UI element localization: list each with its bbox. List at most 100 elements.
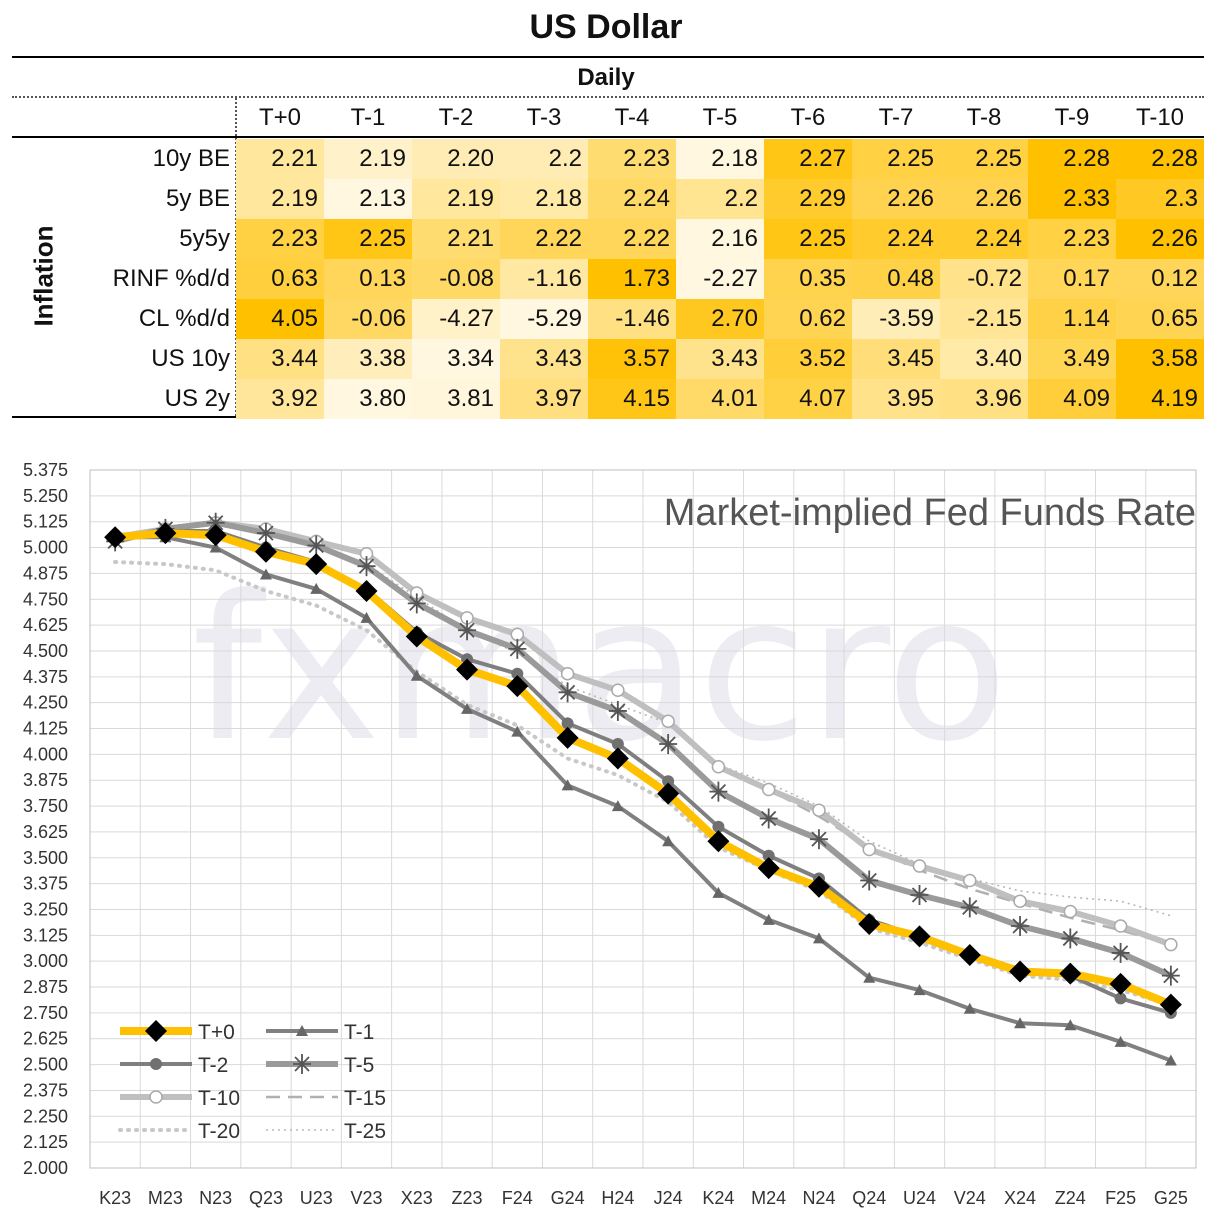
y-tick-label: 2.500 <box>23 1055 68 1075</box>
x-tick-label: Z24 <box>1055 1188 1086 1208</box>
data-point <box>310 582 323 594</box>
data-point <box>256 523 275 544</box>
data-point <box>209 541 222 553</box>
y-tick-label: 4.250 <box>23 693 68 713</box>
y-tick-label: 4.125 <box>23 719 68 739</box>
inflation-side-label: Inflation <box>28 225 59 327</box>
table-top-rule <box>12 56 1204 58</box>
table-cell: 2.28 <box>1116 139 1204 179</box>
table-cell: 3.34 <box>412 339 500 379</box>
x-tick-label: Q23 <box>249 1188 283 1208</box>
data-point <box>1159 993 1182 1016</box>
table-cell: 2.22 <box>588 219 676 259</box>
column-header: T-4 <box>614 104 650 131</box>
data-point <box>461 702 474 714</box>
series-tplus0 <box>104 522 1182 1016</box>
table-cell: 2.26 <box>852 179 940 219</box>
data-point <box>913 984 926 996</box>
data-point <box>709 781 728 802</box>
data-point <box>145 1020 167 1042</box>
legend-item: T-1 <box>266 1021 374 1044</box>
y-tick-label: 4.375 <box>23 667 68 687</box>
data-point <box>1111 942 1130 963</box>
data-point <box>611 800 624 812</box>
data-point <box>296 1025 308 1036</box>
y-tick-label: 4.875 <box>23 563 68 583</box>
data-point <box>357 556 376 577</box>
data-point <box>1013 894 1027 908</box>
table-cell: 4.19 <box>1116 379 1204 419</box>
y-tick-label: 4.500 <box>23 641 68 661</box>
data-point <box>1164 937 1178 952</box>
row-label: 5y BE <box>165 185 230 212</box>
data-point <box>762 913 775 925</box>
x-tick-label: N24 <box>802 1188 835 1208</box>
data-point <box>506 675 529 698</box>
table-cell: 3.38 <box>324 339 412 379</box>
row-label: 10y BE <box>152 145 230 172</box>
data-point <box>1109 972 1132 995</box>
column-header: T-1 <box>350 104 386 131</box>
table-cell: 3.44 <box>236 339 324 379</box>
column-header: T-8 <box>966 104 1002 131</box>
legend-item: T-10 <box>120 1087 240 1110</box>
data-point <box>960 897 979 918</box>
data-point <box>561 717 574 730</box>
table-cell: 2.26 <box>940 179 1028 219</box>
data-point <box>1114 1035 1127 1047</box>
table-cell: 2.23 <box>588 139 676 179</box>
row-label: US 2y <box>164 385 230 412</box>
column-header: T-3 <box>526 104 562 131</box>
table-cell: 3.45 <box>852 339 940 379</box>
table-cell: 3.43 <box>676 339 764 379</box>
legend-item: T-25 <box>266 1120 386 1143</box>
table-cell: 4.09 <box>1028 379 1116 419</box>
table-cell: 2.18 <box>676 139 764 179</box>
data-point <box>149 1090 163 1104</box>
data-point <box>154 522 177 545</box>
data-point <box>1014 1017 1027 1029</box>
table-cell: 4.07 <box>764 379 852 419</box>
y-tick-label: 2.750 <box>23 1003 68 1023</box>
y-tick-label: 2.625 <box>23 1029 68 1049</box>
data-point <box>405 625 428 648</box>
x-tick-label: G24 <box>551 1188 585 1208</box>
table-cell: 2.24 <box>588 179 676 219</box>
table-cell: 4.05 <box>236 299 324 339</box>
x-tick-label: K23 <box>99 1188 131 1208</box>
table-cell: 0.65 <box>1116 299 1204 339</box>
legend-item: T-15 <box>266 1087 386 1110</box>
table-cell: 2.2 <box>676 179 764 219</box>
column-header: T+0 <box>258 104 302 131</box>
table-cell: 3.95 <box>852 379 940 419</box>
column-header: T-2 <box>438 104 474 131</box>
table-cell: -5.29 <box>500 299 588 339</box>
data-point <box>863 971 876 983</box>
table-cell: 2.3 <box>1116 179 1204 219</box>
table-cell: 2.19 <box>412 179 500 219</box>
data-point <box>711 760 726 774</box>
table-cell: 3.81 <box>412 379 500 419</box>
data-point <box>293 1054 311 1074</box>
data-point <box>963 873 977 888</box>
series-line <box>114 529 1173 1009</box>
y-tick-label: 3.875 <box>23 770 68 790</box>
table-cell: 1.73 <box>588 259 676 299</box>
table-cell: 2.16 <box>676 219 764 259</box>
data-point <box>410 669 423 681</box>
data-point <box>254 540 277 563</box>
x-tick-label: Q24 <box>852 1188 886 1208</box>
table-cell: 1.14 <box>1028 299 1116 339</box>
table-cell: 0.63 <box>236 259 324 299</box>
data-point <box>707 830 730 853</box>
y-tick-label: 3.250 <box>23 899 68 919</box>
table-cell: -0.72 <box>940 259 1028 299</box>
data-point <box>762 849 775 862</box>
plot-frame <box>89 469 1197 1169</box>
y-tick-label: 3.125 <box>23 925 68 945</box>
data-point <box>761 782 776 797</box>
table-cell: 3.49 <box>1028 339 1116 379</box>
data-point <box>456 658 479 681</box>
table-cell: 2.25 <box>764 219 852 259</box>
legend-item: T+0 <box>120 1020 235 1044</box>
